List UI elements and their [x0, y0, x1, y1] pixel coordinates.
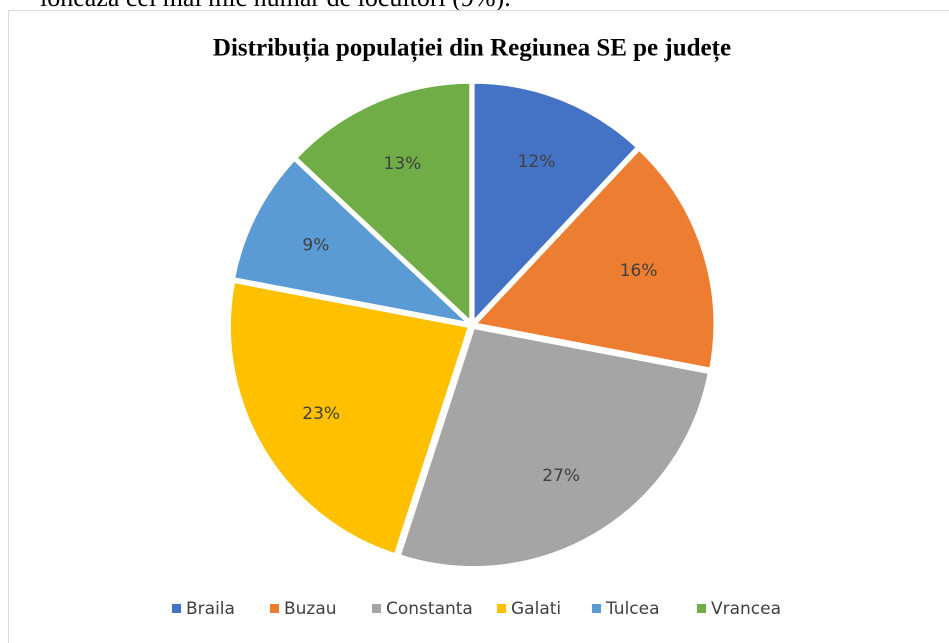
- pie-slice: [227, 279, 472, 557]
- data-label: 23%: [302, 404, 340, 424]
- legend-swatch: [592, 604, 601, 613]
- pie-slice: [231, 157, 475, 327]
- legend-label: Galati: [511, 599, 561, 619]
- pie-slice: [397, 325, 712, 570]
- legend-label: Vrancea: [711, 599, 781, 619]
- pie-slice: [293, 80, 473, 326]
- legend-label: Constanta: [386, 599, 473, 619]
- legend-label: Tulcea: [605, 599, 660, 619]
- pie-slice: [471, 80, 640, 326]
- chart-title: Distribuția populației din Regiunea SE p…: [213, 35, 731, 63]
- document-text: ionează cel mai mic număr de locuitori (…: [40, 0, 511, 12]
- legend-swatch: [497, 604, 506, 613]
- legend-label: Braila: [186, 599, 235, 619]
- data-label: 12%: [518, 152, 556, 172]
- data-label: 13%: [384, 154, 422, 174]
- data-label: 9%: [302, 235, 329, 255]
- pie-slice: [471, 146, 717, 371]
- data-label: 27%: [542, 466, 580, 486]
- legend-swatch: [270, 604, 279, 613]
- legend-swatch: [372, 604, 381, 613]
- legend-swatch: [172, 604, 181, 613]
- legend-swatch: [697, 604, 706, 613]
- data-label: 16%: [620, 261, 658, 281]
- legend-label: Buzau: [284, 599, 337, 619]
